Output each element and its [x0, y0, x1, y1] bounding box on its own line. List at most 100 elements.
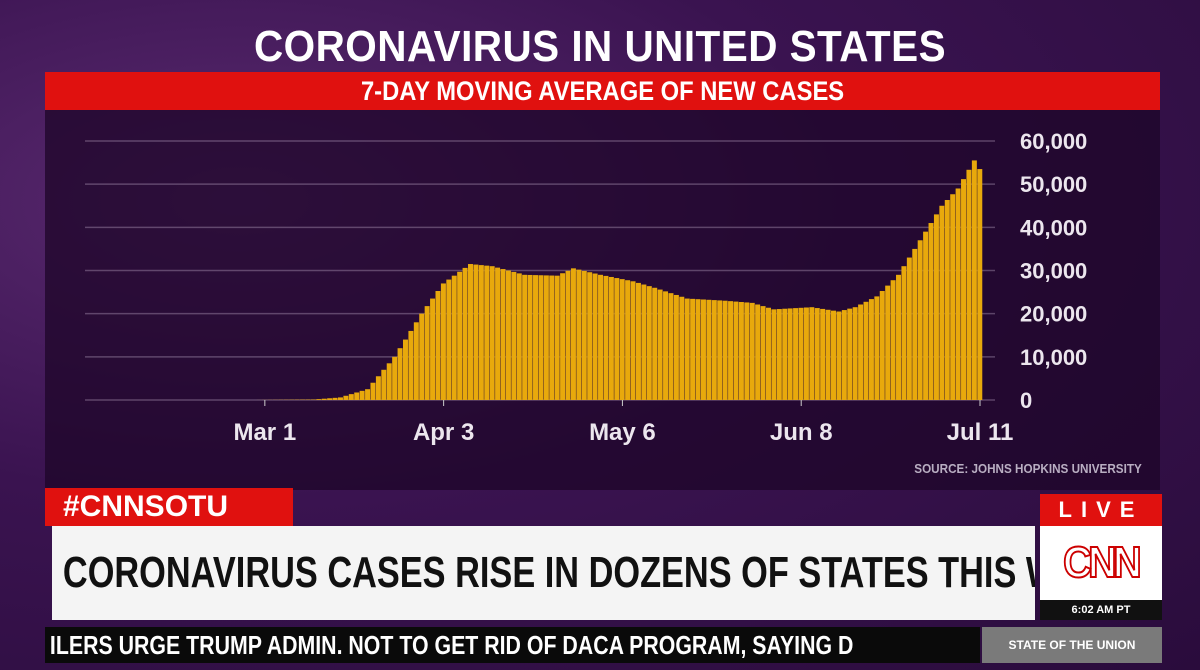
y-tick-label: 50,000 [1020, 172, 1087, 197]
bar [944, 199, 950, 400]
bar [635, 282, 641, 400]
bar [641, 284, 647, 400]
bar [695, 299, 701, 400]
bar [505, 270, 511, 400]
bar [332, 397, 338, 400]
bar [619, 279, 625, 400]
bar [825, 309, 831, 400]
bar [711, 300, 717, 400]
bar [831, 310, 836, 400]
cnn-logo: CNN [1040, 526, 1162, 600]
bar [522, 274, 528, 400]
ticker-text: ILERS URGE TRUMP ADMIN. NOT TO GET RID O… [49, 630, 854, 660]
bar [809, 307, 815, 400]
bar [776, 309, 782, 400]
bar [354, 392, 360, 400]
bar [560, 273, 566, 400]
bar [413, 322, 419, 400]
bar [917, 240, 923, 400]
bar [787, 308, 793, 400]
hashtag-label: #CNNSOTU [45, 488, 293, 526]
x-tick-label: Jul 11 [947, 419, 1014, 446]
bar [581, 270, 587, 400]
bar [495, 267, 501, 400]
bar [516, 273, 522, 400]
bar [679, 296, 685, 400]
bar [397, 348, 403, 400]
bar [527, 274, 533, 400]
bar [370, 382, 376, 400]
bar [879, 291, 885, 400]
show-name: STATE OF THE UNION [982, 627, 1162, 663]
bar [663, 291, 669, 400]
bar [738, 302, 744, 400]
bar [885, 285, 891, 400]
y-tick-label: 60,000 [1020, 129, 1087, 154]
bar [971, 160, 977, 400]
bar [348, 394, 354, 400]
bar [923, 231, 929, 400]
bar [820, 308, 826, 400]
bar [717, 300, 723, 400]
bar [684, 298, 690, 400]
bar [457, 271, 463, 400]
bar [408, 330, 414, 400]
bar [961, 179, 967, 400]
chart-subtitle-bar: 7-DAY MOVING AVERAGE OF NEW CASES [45, 72, 1160, 110]
bar [554, 275, 560, 400]
bar [690, 298, 696, 400]
bar [321, 398, 327, 400]
bar [570, 268, 576, 400]
timestamp: 6:02 AM PT [1040, 600, 1162, 620]
bar [419, 313, 425, 400]
bar [814, 308, 820, 400]
bar [430, 298, 436, 400]
bar [955, 188, 961, 400]
bar [435, 291, 441, 400]
bar [733, 301, 739, 400]
bar [402, 339, 408, 400]
bar [337, 397, 343, 400]
bar [625, 280, 631, 400]
bar [673, 294, 679, 400]
bar [868, 299, 874, 400]
bar [928, 223, 934, 400]
chart: 0 10,000 20,000 30,000 40,000 50,000 60,000 Mar… [85, 129, 1087, 446]
live-badge: LIVE [1040, 494, 1162, 526]
bar [500, 269, 506, 400]
bar [852, 307, 858, 400]
bar [771, 309, 777, 400]
bar [484, 265, 490, 400]
cnn-logo-text: CNN [1063, 537, 1143, 588]
bar [646, 286, 652, 400]
bar [896, 274, 902, 400]
bar [744, 302, 750, 400]
bar [890, 280, 896, 400]
bar [603, 275, 609, 400]
bar [906, 257, 912, 400]
bar [912, 248, 918, 400]
bar [793, 308, 799, 400]
bar [576, 269, 582, 400]
bar [749, 302, 755, 400]
bar [755, 304, 761, 400]
y-tick-label: 0 [1020, 388, 1032, 413]
bar [706, 299, 712, 400]
bar [836, 311, 842, 400]
bar [700, 299, 706, 400]
bar [468, 264, 473, 400]
y-tick-label: 30,000 [1020, 259, 1087, 284]
bar [587, 272, 593, 400]
bar [858, 304, 864, 400]
bar [722, 300, 728, 400]
bar [565, 270, 571, 400]
bar [533, 275, 539, 400]
bar [657, 289, 663, 400]
source-note: SOURCE: JOHNS HOPKINS UNIVERSITY [914, 461, 1142, 476]
bar [652, 287, 658, 400]
bar [950, 194, 956, 400]
bar [765, 307, 771, 400]
bar [874, 296, 880, 400]
bar [841, 310, 847, 400]
bar [473, 264, 479, 400]
